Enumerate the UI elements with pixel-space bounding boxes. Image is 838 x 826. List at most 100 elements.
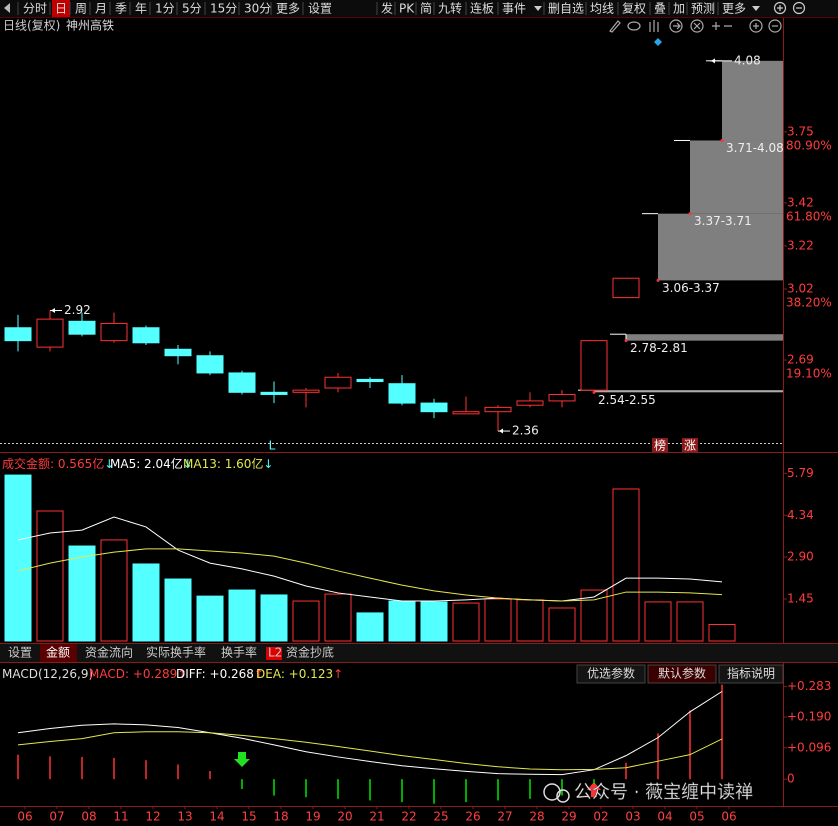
dea-line [17, 731, 723, 771]
diamond-marker [654, 38, 662, 46]
toolbar-item[interactable]: 加 [673, 2, 685, 16]
toolbar-item[interactable]: 5分 [182, 2, 202, 16]
tab[interactable]: 资金流向 [85, 645, 133, 660]
fib-dot [688, 212, 692, 216]
toolbar-item[interactable]: 删自选 [548, 2, 584, 16]
tab[interactable]: 金额 [46, 645, 70, 660]
toolbar-item[interactable]: 季 [115, 2, 127, 16]
zoom-icons[interactable] [712, 22, 732, 30]
toolbar-item[interactable]: 年 [135, 2, 147, 16]
volume-bar [612, 488, 640, 642]
toolbar-item[interactable]: 复权 [622, 2, 646, 16]
toolbar-item[interactable]: 连板 [470, 1, 494, 16]
hand-icon[interactable] [649, 20, 659, 32]
legend-label: MA13: 1.60亿 [183, 456, 263, 471]
y-tick-label: 3.42 [787, 195, 814, 209]
date-label: 22 [401, 810, 416, 824]
legend-arrow: ↓ [263, 457, 273, 471]
volume-bar [36, 510, 64, 642]
active-tab-bg [40, 644, 77, 662]
candle-body [484, 406, 512, 413]
y-tick-label: +0.096 [787, 740, 831, 754]
fib-label: 3.71-4.08 [726, 141, 784, 155]
volume-bar [388, 600, 416, 642]
tab[interactable]: 设置 [8, 646, 32, 660]
fib-label: 3.37-3.71 [694, 214, 752, 228]
toolbar-bg [0, 0, 838, 17]
macd-legend: MACD: +0.289↑ [89, 667, 187, 681]
toolbar-item[interactable]: 叠 [654, 2, 666, 16]
arrow-icon[interactable] [669, 19, 683, 33]
y-tick-label: +0.283 [787, 679, 831, 693]
toolbar-item[interactable]: 30分 [244, 2, 271, 16]
toolbar-item[interactable]: 更多 [722, 2, 746, 16]
candle-body [228, 372, 256, 393]
date-label: 14 [209, 810, 224, 824]
minus-icon[interactable] [792, 1, 806, 15]
volume-bar [260, 594, 288, 642]
candle-body [580, 340, 608, 391]
candle-body [164, 348, 192, 357]
toolbar-icons [773, 1, 806, 15]
stock-name: 神州高铁 [66, 18, 114, 33]
volume-bar [68, 545, 96, 642]
add-icon[interactable] [773, 1, 787, 15]
date-label: 29 [561, 810, 576, 824]
date-label: 07 [49, 810, 64, 824]
watermark-icon [543, 783, 561, 801]
tab[interactable]: 实际换手率 [146, 645, 206, 660]
toolbar-item[interactable]: 设置 [308, 2, 332, 16]
param-button-label: 指标说明 [727, 666, 775, 681]
dropdown-icon[interactable] [752, 6, 760, 11]
param-button[interactable] [647, 664, 717, 684]
back-icon[interactable] [4, 3, 10, 13]
zoom-out-icon[interactable] [768, 19, 782, 33]
param-button[interactable] [576, 664, 646, 684]
close-icon[interactable] [690, 19, 704, 33]
volume-bar [644, 601, 672, 642]
toolbar-item[interactable]: 预测 [691, 2, 715, 16]
tab[interactable]: L2 [268, 646, 282, 660]
volume-bar [100, 539, 128, 642]
dropdown-icon[interactable] [534, 6, 542, 11]
candle-body [548, 393, 576, 402]
candle-body [324, 376, 352, 389]
toolbar-item[interactable]: 1分 [155, 2, 175, 16]
toolbar-item[interactable]: 周 [75, 2, 87, 16]
date-label: 05 [689, 810, 704, 824]
eye-icon[interactable] [627, 21, 641, 31]
y-tick-label: +0.190 [787, 710, 831, 724]
candle-body [516, 400, 544, 406]
toolbar-item[interactable]: 更多 [276, 2, 300, 16]
toolbar-item[interactable]: 日 [55, 2, 67, 16]
y-tick-label: 5.79 [787, 466, 814, 480]
toolbar-item[interactable]: 分时 [23, 2, 47, 16]
toolbar-item[interactable]: 发 [381, 1, 393, 16]
toolbar-item[interactable]: PK [399, 2, 415, 16]
fib-label: 2.54-2.55 [598, 393, 656, 407]
date-label: 12 [145, 810, 160, 824]
toolbar-item[interactable]: 均线 [590, 2, 614, 16]
volume-bar [516, 599, 544, 642]
pen-icon[interactable] [609, 20, 621, 33]
volume-bar [164, 578, 192, 642]
toolbar-item[interactable]: 月 [95, 2, 107, 16]
tab[interactable]: 换手率 [221, 645, 257, 660]
zoom-in-icon[interactable] [749, 19, 763, 33]
legend-label: 成交金额: 0.565亿 [2, 456, 104, 471]
date-label: 08 [81, 810, 96, 824]
date-label: 04 [657, 810, 672, 824]
toolbar-item[interactable]: 15分 [210, 2, 237, 16]
volume-bar [196, 595, 224, 642]
watermark-group: 公众号 · 薇宝缠中读禅 [543, 782, 753, 803]
volume-bar [548, 607, 576, 642]
tab[interactable]: 资金抄底 [286, 645, 334, 660]
tabs-bg [0, 644, 838, 662]
toolbar-item[interactable]: 九转 [438, 1, 462, 16]
date-label: 27 [497, 810, 512, 824]
toolbar-item[interactable]: 事件 [502, 2, 526, 16]
toolbar-item[interactable]: 简 [420, 2, 432, 16]
watermark: 公众号 · 薇宝缠中读禅 [574, 782, 753, 803]
param-button[interactable] [718, 664, 784, 684]
